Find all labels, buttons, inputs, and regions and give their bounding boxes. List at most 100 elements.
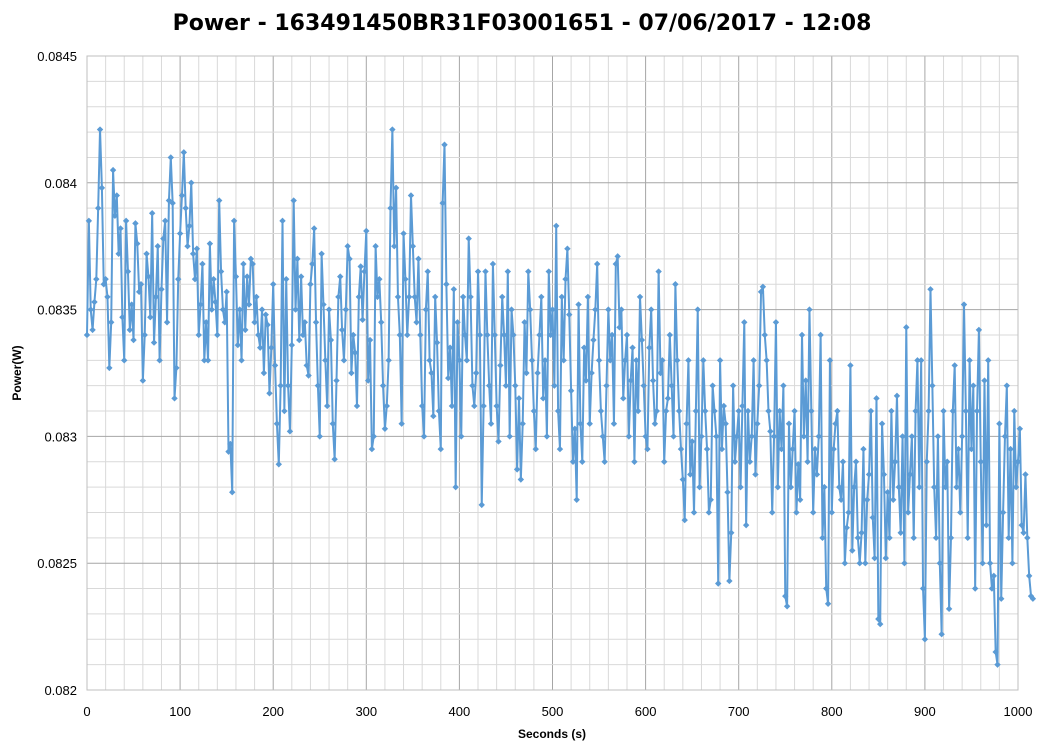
data-point-marker [445, 374, 452, 382]
data-point-marker [549, 306, 556, 313]
data-point-marker [936, 560, 943, 567]
data-point-marker [672, 281, 679, 288]
data-point-marker [193, 245, 201, 252]
data-point-marker [526, 306, 534, 313]
data-point-marker [653, 407, 660, 415]
data-point-marker [994, 661, 1001, 668]
data-point-marker [344, 243, 351, 250]
data-point-marker [1012, 483, 1020, 491]
data-point-marker [325, 306, 333, 313]
data-point-marker [377, 319, 385, 326]
data-point-marker [482, 268, 489, 275]
data-point-marker [767, 428, 774, 435]
data-point-marker [489, 260, 497, 268]
data-point-marker [225, 448, 232, 455]
data-point-marker [512, 382, 519, 389]
data-point-marker [426, 357, 433, 364]
data-point-marker [256, 344, 264, 351]
data-point-marker [873, 395, 880, 402]
series-line [86, 128, 1034, 666]
data-point-marker [216, 197, 223, 204]
data-point-marker [186, 222, 193, 230]
data-point-marker [491, 331, 498, 339]
data-point-marker [122, 217, 130, 225]
data-point-marker [785, 420, 793, 427]
data-point-marker [415, 255, 422, 263]
data-point-marker [316, 433, 323, 440]
data-point-marker [286, 428, 294, 435]
data-point-marker [363, 227, 370, 235]
data-point-marker [847, 362, 854, 369]
data-point-marker [182, 204, 189, 212]
data-point-marker [610, 420, 618, 427]
data-point-marker [208, 306, 215, 313]
data-point-marker [642, 433, 649, 440]
data-point-marker [389, 126, 396, 133]
data-point-marker [258, 306, 266, 313]
data-point-marker [916, 483, 923, 491]
data-point-marker [145, 273, 152, 280]
data-point-marker [869, 514, 876, 521]
data-point-marker [1001, 433, 1009, 440]
data-point-marker [584, 293, 592, 301]
data-point-marker [657, 369, 664, 377]
data-point-marker [264, 321, 271, 329]
data-point-marker [119, 314, 126, 321]
data-point-marker [121, 357, 128, 364]
gridlines [86, 55, 1019, 691]
data-point-marker [674, 357, 681, 364]
x-tick-label: 0 [83, 704, 90, 719]
data-point-marker [100, 281, 107, 288]
data-point-marker [966, 357, 973, 364]
data-point-marker [364, 377, 372, 384]
chart-title: Power - 163491450BR31F03001651 - 07/06/2… [173, 11, 872, 36]
data-point-marker [741, 319, 748, 326]
data-point-marker [705, 509, 713, 516]
data-point-marker [845, 509, 852, 516]
data-point-marker [977, 458, 984, 465]
data-point-marker [85, 217, 93, 225]
data-point-marker [899, 433, 906, 440]
data-point-marker [802, 377, 809, 384]
data-point-marker [223, 288, 230, 296]
data-point-marker [249, 260, 256, 268]
data-point-marker [560, 357, 567, 364]
data-point-marker [456, 357, 463, 364]
data-point-marker [834, 407, 841, 415]
data-point-marker [564, 245, 571, 252]
data-point-marker [999, 509, 1007, 516]
data-point-marker [221, 319, 228, 326]
x-axis-label: Seconds (s) [518, 727, 586, 741]
data-point-marker [769, 509, 776, 516]
data-point-marker [940, 407, 947, 415]
data-point-marker [627, 377, 634, 384]
data-point-marker [247, 255, 255, 263]
data-point-marker [443, 281, 450, 288]
data-point-marker [679, 476, 687, 483]
data-point-marker [1014, 458, 1022, 465]
data-point-marker [506, 433, 513, 440]
data-point-marker [614, 253, 621, 260]
data-point-marker [809, 509, 817, 516]
data-point-marker [651, 420, 659, 427]
data-point-marker [601, 458, 608, 465]
data-point-marker [826, 357, 834, 364]
data-point-marker [275, 461, 282, 468]
data-point-marker [521, 319, 528, 326]
data-point-marker [942, 483, 949, 491]
data-point-marker [299, 331, 307, 339]
data-point-marker [539, 395, 547, 402]
data-point-marker [668, 382, 675, 389]
data-point-marker [517, 476, 525, 483]
data-point-marker [266, 390, 273, 397]
data-point-marker [374, 293, 381, 301]
data-point-marker [189, 250, 197, 258]
data-point-marker [519, 420, 526, 427]
data-point-marker [461, 331, 469, 339]
data-point-marker [744, 407, 752, 415]
data-point-marker [661, 458, 668, 465]
data-point-marker [698, 433, 705, 440]
data-point-marker [534, 369, 541, 377]
data-point-marker [804, 458, 811, 465]
data-point-marker [158, 286, 165, 293]
